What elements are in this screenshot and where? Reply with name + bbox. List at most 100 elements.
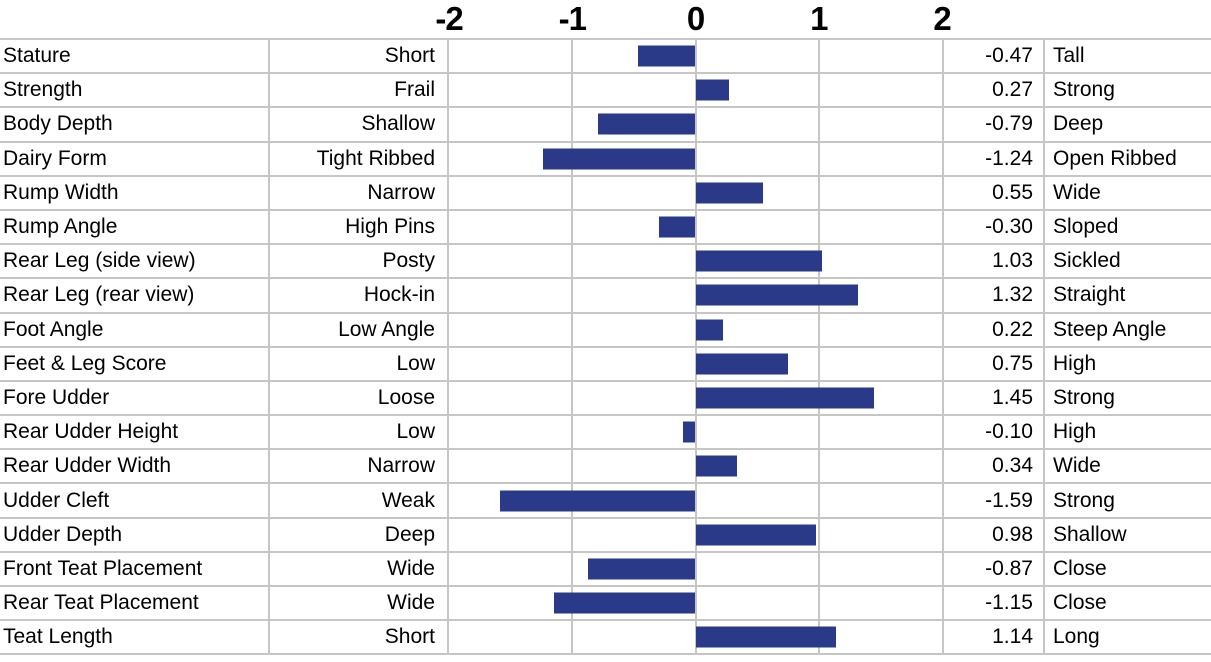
sta-bar [683,421,696,443]
gridline-plus-1 [817,450,820,483]
gridline-zero [694,552,697,585]
gridline-plus-1 [817,552,820,585]
low-end-descriptor: Wide [270,587,449,620]
gridline-zero [694,210,697,244]
sta-value: -1.24 [944,142,1045,175]
bar-chart-cell [449,587,944,620]
low-end-descriptor: Deep [270,518,449,551]
trait-row: Rear Udder Height Low -0.10 High [0,416,1211,451]
trait-name: Front Teat Placement [0,552,270,585]
high-end-descriptor: Tall [1053,44,1085,68]
gridline-minus-1 [571,108,574,141]
bar-chart-cell [449,74,944,107]
trait-row: Front Teat Placement Wide -0.87 Close [0,552,1211,587]
gridline-plus-1 [817,176,820,209]
trait-name: Strength [0,74,270,107]
sta-value: 0.27 [944,74,1045,107]
gridline-minus-1 [571,74,574,107]
trait-row: Rear Teat Placement Wide -1.15 Close [0,587,1211,622]
low-end-descriptor: Low Angle [270,313,449,346]
sta-bar [695,284,859,306]
trait-name: Rear Udder Height [0,416,270,449]
low-end-descriptor: Narrow [270,450,449,483]
sta-value: 0.75 [944,347,1045,380]
trait-name: Rear Udder Width [0,450,270,483]
trait-name: Dairy Form [0,142,270,175]
sta-value: -0.47 [944,40,1045,73]
trait-name: Teat Length [0,621,270,654]
high-end-descriptor: Strong [1053,78,1115,102]
gridline-minus-1 [571,176,574,209]
sta-value: -0.87 [944,552,1045,585]
high-end-descriptor: Strong [1053,385,1115,409]
bar-chart-cell [449,484,944,517]
sta-bar [542,148,696,170]
sta-bar [598,113,696,135]
gridline-zero [694,108,697,141]
gridline-minus-1 [571,40,574,73]
low-end-descriptor: Weak [270,484,449,517]
sta-value: 0.55 [944,176,1045,209]
sta-value: -0.30 [944,210,1045,244]
bar-chart-cell [449,313,944,346]
axis-tick-label: -2 [435,0,463,37]
high-end-descriptor: Open Ribbed [1053,146,1177,170]
sta-bar [588,558,696,580]
bar-chart-cell [449,279,944,312]
trait-row: Rump Width Narrow 0.55 Wide [0,176,1211,211]
trait-row: Stature Short -0.47 Tall [0,40,1211,75]
sta-value: 0.34 [944,450,1045,483]
axis-tick-label: 0 [686,0,705,37]
gridline-minus-1 [571,381,574,415]
gridline-zero [694,587,697,620]
low-end-descriptor: Wide [270,552,449,585]
gridline-zero [694,40,697,73]
bar-chart-cell [449,518,944,551]
sta-bar [695,387,875,409]
trait-name: Rump Angle [0,210,270,244]
gridline-plus-1 [817,108,820,141]
sta-bar [695,626,836,648]
axis-header: -2 -1 0 1 2 [0,0,1211,38]
high-end-descriptor: Strong [1053,488,1115,512]
gridline-minus-1 [571,313,574,346]
low-end-descriptor: Tight Ribbed [270,142,449,175]
sta-value: 0.98 [944,518,1045,551]
high-end-descriptor: Sloped [1053,215,1119,239]
bar-chart-cell [449,210,944,244]
sta-bar [695,455,738,477]
trait-row: Fore Udder Loose 1.45 Strong [0,381,1211,417]
gridline-minus-1 [571,621,574,654]
bar-chart-cell [449,108,944,141]
axis-tick-label: 1 [810,0,828,37]
gridline-zero [694,416,697,449]
bar-chart-cell [449,142,944,175]
low-end-descriptor: Low [270,416,449,449]
gridline-plus-1 [817,313,820,346]
sta-bar [658,216,696,238]
low-end-descriptor: Loose [270,381,449,415]
trait-row: Strength Frail 0.27 Strong [0,74,1211,109]
trait-row: Rump Angle High Pins -0.30 Sloped [0,210,1211,246]
gridline-plus-1 [817,74,820,107]
trait-row: Feet & Leg Score Low 0.75 High [0,347,1211,382]
sta-value: -1.15 [944,587,1045,620]
sta-bar [695,353,788,375]
bar-chart-cell [449,176,944,209]
trait-row: Rear Leg (side view) Posty 1.03 Sickled [0,245,1211,280]
trait-row: Foot Angle Low Angle 0.22 Steep Angle [0,313,1211,348]
high-end-descriptor: Straight [1053,283,1126,307]
trait-name: Rump Width [0,176,270,209]
sta-bar [695,182,764,204]
bar-chart-cell [449,450,944,483]
trait-name: Udder Depth [0,518,270,551]
gridline-plus-1 [817,518,820,551]
sta-value: 1.32 [944,279,1045,312]
low-end-descriptor: Low [270,347,449,380]
sta-bar [695,79,729,101]
sta-value: -0.79 [944,108,1045,141]
low-end-descriptor: Shallow [270,108,449,141]
bar-chart-cell [449,621,944,654]
high-end-descriptor: Wide [1053,180,1101,204]
